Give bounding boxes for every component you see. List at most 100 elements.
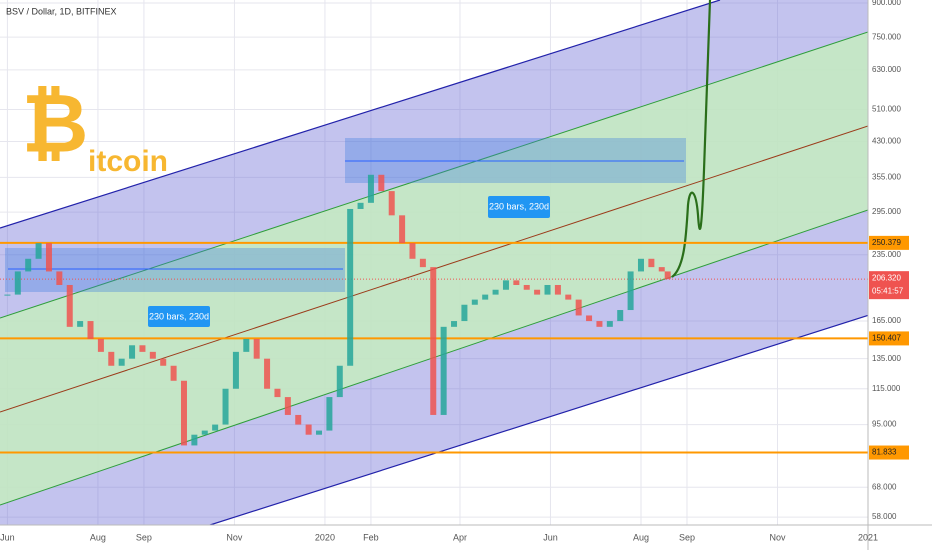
candle <box>201 430 208 435</box>
y-tick-label: 900.000 <box>872 0 901 7</box>
candle <box>25 258 32 272</box>
candle <box>316 430 323 435</box>
y-tick-label: 165.000 <box>872 316 901 325</box>
level-tag <box>869 331 909 346</box>
y-tick-label: 630.000 <box>872 65 901 74</box>
y-tick-label: 750.000 <box>872 32 901 41</box>
candle <box>471 299 478 305</box>
candle <box>596 321 603 327</box>
countdown: 05:41:57 <box>872 286 904 295</box>
candle <box>399 215 406 244</box>
candle <box>378 174 385 192</box>
candle <box>637 258 644 272</box>
candle <box>305 424 312 435</box>
candle <box>586 315 593 322</box>
candle <box>243 338 250 352</box>
candle <box>56 271 63 285</box>
x-tick-label: Feb <box>363 532 379 542</box>
candle <box>191 434 198 446</box>
candle <box>430 267 437 415</box>
candle <box>575 299 582 316</box>
candle <box>544 284 551 295</box>
candle <box>160 358 167 366</box>
x-tick-label: Jun <box>543 532 558 542</box>
candle <box>118 358 125 366</box>
candle <box>129 345 136 359</box>
x-tick-label: Sep <box>679 532 695 542</box>
candle <box>409 243 416 259</box>
y-tick-label: 135.000 <box>872 354 901 363</box>
projection <box>671 0 712 278</box>
candle <box>212 424 219 431</box>
candle <box>648 258 655 268</box>
candle <box>664 271 671 280</box>
candle <box>87 321 94 339</box>
candle <box>523 284 530 290</box>
last-price-tag <box>869 271 909 300</box>
candle <box>565 294 572 300</box>
candle <box>502 280 509 290</box>
candle <box>617 310 624 322</box>
candle <box>482 294 489 300</box>
annotation-box <box>488 196 550 218</box>
range-box <box>5 248 345 292</box>
candle <box>253 338 260 359</box>
channel-upper <box>0 0 721 229</box>
candle <box>440 326 447 415</box>
candle <box>326 397 333 431</box>
last-price-label: 206.320 <box>872 273 901 282</box>
candle <box>274 388 281 398</box>
y-tick-label: 235.000 <box>872 250 901 259</box>
annotation-box <box>148 306 210 327</box>
candle <box>45 243 52 272</box>
candle <box>492 289 499 295</box>
candle <box>66 284 73 327</box>
level-label: 150.407 <box>872 334 901 343</box>
logo-symbol: ₿ <box>22 79 89 170</box>
level-tag <box>869 235 909 250</box>
candle <box>627 271 634 311</box>
y-tick-label: 115.000 <box>872 384 901 393</box>
candle <box>77 321 84 327</box>
candle <box>232 351 239 389</box>
x-tick-label: Aug <box>90 532 106 542</box>
y-tick-label: 355.000 <box>872 173 901 182</box>
candle <box>149 351 156 359</box>
y-tick-label: 95.000 <box>872 420 897 429</box>
candle <box>284 397 291 415</box>
y-tick-label: 68.000 <box>872 482 897 491</box>
candle <box>14 271 21 295</box>
candle <box>97 338 104 352</box>
candle <box>388 191 395 216</box>
y-tick-label: 295.000 <box>872 207 901 216</box>
level-label: 81.833 <box>872 448 897 457</box>
time-axis <box>0 525 868 550</box>
channel-inner-upper <box>0 31 868 319</box>
candles <box>4 174 671 446</box>
x-tick-label: Aug <box>633 532 649 542</box>
x-tick-label: Apr <box>453 532 467 542</box>
candle <box>170 365 177 381</box>
annotation: 230 bars, 230d <box>489 201 549 211</box>
candle <box>606 321 613 327</box>
candle <box>347 208 354 366</box>
candle <box>513 280 520 285</box>
y-tick-label: 58.000 <box>872 512 897 521</box>
candle <box>4 294 11 296</box>
candle <box>658 267 665 272</box>
candle <box>336 365 343 398</box>
candle <box>264 358 271 389</box>
axes: 900.000 750.000 630.000 510.000 430.000 355.0… <box>0 0 909 542</box>
candle <box>295 414 302 425</box>
x-tick-label: Jun <box>0 532 15 542</box>
x-tick-label: Nov <box>769 532 786 542</box>
candle <box>461 304 468 322</box>
candle <box>554 284 561 295</box>
symbol-title: BSV / Dollar, 1D, BITFINEX <box>6 6 117 16</box>
x-tick-label: Nov <box>226 532 243 542</box>
y-tick-label: 510.000 <box>872 105 901 114</box>
candle <box>222 388 229 425</box>
candle <box>108 351 115 366</box>
drawings <box>0 0 868 525</box>
